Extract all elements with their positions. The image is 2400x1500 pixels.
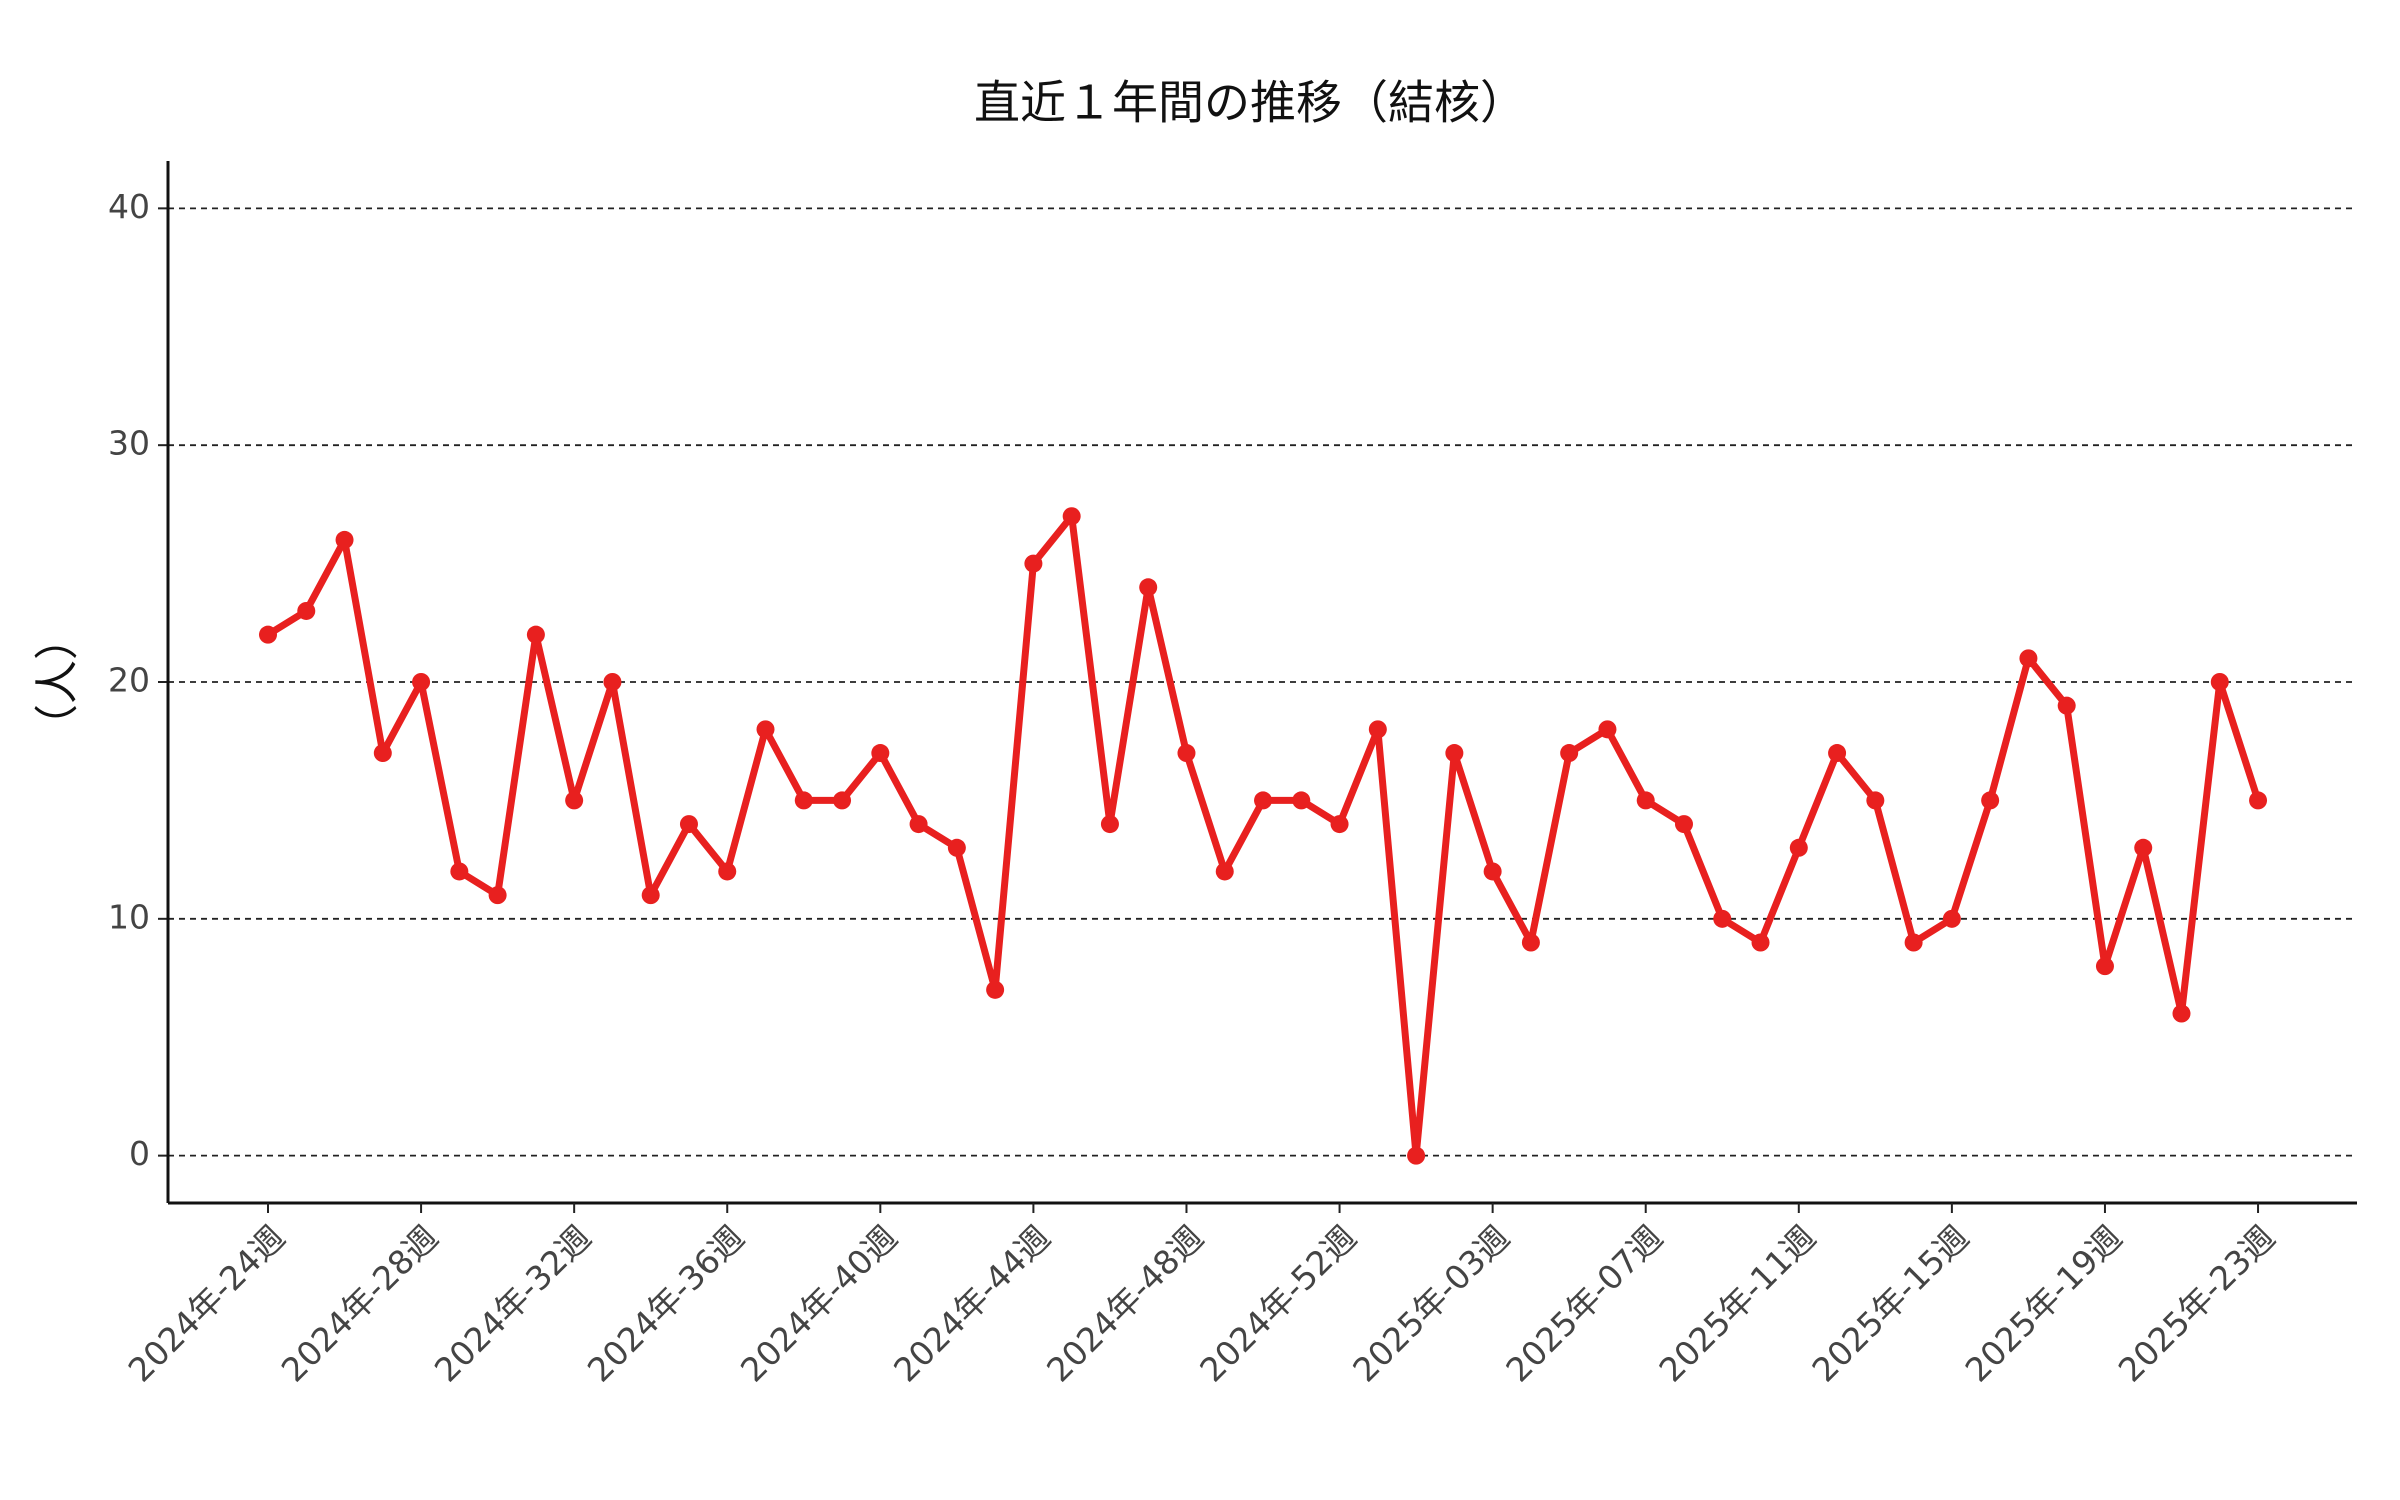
data-point	[1904, 933, 1923, 952]
y-tick-label: 40	[108, 187, 150, 226]
data-point	[2095, 957, 2114, 976]
data-point	[679, 815, 698, 834]
y-tick-label: 0	[129, 1134, 150, 1173]
data-point	[1407, 1146, 1426, 1165]
data-point	[412, 673, 431, 691]
x-tick-label: 2024年-48週	[1039, 1218, 1211, 1390]
x-tick-label: 2025年-19週	[1958, 1218, 2130, 1390]
data-point	[1942, 909, 1961, 928]
x-tick-label: 2025年-11週	[1651, 1218, 1823, 1390]
data-point	[1254, 791, 1273, 810]
data-point	[259, 625, 277, 644]
data-point	[947, 838, 966, 857]
y-tick-label: 30	[108, 424, 150, 463]
data-point	[2172, 1004, 2191, 1023]
data-point	[1139, 578, 1158, 597]
data-point	[1828, 744, 1847, 763]
data-point	[1024, 554, 1043, 573]
x-tick-label: 2024年-36週	[580, 1218, 752, 1390]
data-point	[1368, 720, 1387, 739]
x-tick-label: 2025年-15週	[1805, 1218, 1977, 1390]
data-point	[2134, 838, 2153, 857]
data-point	[2210, 673, 2229, 691]
data-point	[1598, 720, 1617, 739]
data-point	[1674, 815, 1693, 834]
data-point	[565, 791, 584, 810]
data-point	[1445, 744, 1464, 763]
x-tick-label: 2024年-32週	[427, 1218, 599, 1390]
data-point	[488, 886, 507, 905]
data-point	[1100, 815, 1119, 834]
data-point	[641, 886, 660, 905]
y-tick-label: 10	[108, 897, 150, 936]
x-tick-label: 2025年-03週	[1345, 1218, 1517, 1390]
data-point	[1177, 744, 1196, 763]
data-point	[1062, 507, 1081, 526]
data-point	[833, 791, 852, 810]
data-point	[335, 530, 354, 549]
data-point	[2249, 791, 2268, 810]
data-point	[2019, 649, 2038, 668]
x-tick-label: 2025年-07週	[1498, 1218, 1670, 1390]
y-tick-label: 20	[108, 661, 150, 700]
data-point	[2057, 696, 2076, 715]
data-point	[1560, 744, 1579, 763]
data-point	[1789, 838, 1808, 857]
x-tick-label: 2024年-24週	[121, 1218, 293, 1390]
data-point	[1330, 815, 1349, 834]
x-tick-label: 2024年-44週	[886, 1218, 1058, 1390]
x-tick-label: 2024年-28週	[274, 1218, 446, 1390]
data-point	[1483, 862, 1502, 881]
data-point	[526, 625, 545, 644]
x-tick-label: 2025年-23週	[2111, 1218, 2283, 1390]
data-point	[1521, 933, 1540, 952]
data-point	[871, 744, 890, 763]
x-tick-label: 2024年-52週	[1192, 1218, 1364, 1390]
data-line	[266, 512, 2262, 1160]
data-point	[297, 601, 316, 620]
data-point	[603, 673, 622, 691]
data-point	[986, 980, 1005, 999]
data-point	[1981, 791, 2000, 810]
data-point	[1713, 909, 1732, 928]
y-axis-label: （人）	[32, 616, 83, 748]
x-tick-label: 2024年-40週	[733, 1218, 905, 1390]
data-point	[1292, 791, 1311, 810]
data-point	[373, 744, 392, 763]
data-point	[1751, 933, 1770, 952]
data-point	[718, 862, 737, 881]
data-point	[794, 791, 813, 810]
data-point	[450, 862, 469, 881]
data-point	[1636, 791, 1655, 810]
data-point	[756, 720, 775, 739]
data-point	[1215, 862, 1234, 881]
data-point	[1866, 791, 1885, 810]
data-point	[909, 815, 928, 834]
chart-title: 直近１年間の推移（結核）	[974, 76, 1526, 130]
